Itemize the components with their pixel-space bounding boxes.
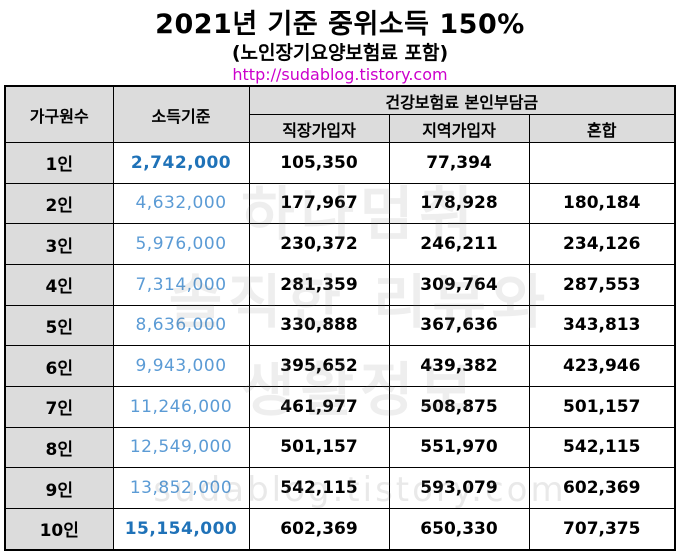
income-cell: 7,314,000 — [112, 263, 250, 306]
income-cell: 4,632,000 — [112, 182, 250, 225]
table-body: 1인 2,742,000 105,350 77,394 2인 4,632,000 177,9… — [4, 142, 676, 551]
income-cell: 2,742,000 — [112, 142, 250, 184]
employee-premium-cell: 281,359 — [248, 263, 390, 306]
blog-url-link[interactable]: http://sudablog.tistory.com — [232, 65, 448, 84]
table-row: 1인 2,742,000 105,350 77,394 — [4, 142, 676, 184]
mixed-premium-cell: 343,813 — [528, 304, 676, 347]
header-mixed: 혼합 — [528, 114, 676, 143]
mixed-premium-cell: 707,375 — [528, 507, 676, 551]
income-cell: 11,246,000 — [112, 385, 250, 428]
table-row: 2인 4,632,000 177,967 178,928 180,184 — [4, 182, 676, 225]
regional-premium-cell: 178,928 — [388, 182, 530, 225]
table-row: 6인 9,943,000 395,652 439,382 423,946 — [4, 345, 676, 387]
regional-premium-cell: 508,875 — [388, 385, 530, 428]
table-row: 3인 5,976,000 230,372 246,211 234,126 — [4, 223, 676, 265]
header-income: 소득기준 — [112, 85, 250, 143]
premium-table: 가구원수 소득기준 건강보험료 본인부담금 직장가입자 지역가입자 혼합 1인 2… — [4, 85, 677, 551]
regional-premium-cell: 650,330 — [388, 507, 530, 551]
household-cell: 2인 — [4, 182, 114, 225]
household-cell: 6인 — [4, 345, 114, 387]
mixed-premium-cell: 542,115 — [528, 426, 676, 469]
header-household: 가구원수 — [4, 85, 114, 143]
employee-premium-cell: 461,977 — [248, 385, 390, 428]
mixed-premium-cell: 234,126 — [528, 223, 676, 265]
household-cell: 9인 — [4, 467, 114, 509]
mixed-premium-cell: 180,184 — [528, 182, 676, 225]
household-cell: 4인 — [4, 263, 114, 306]
household-cell: 7인 — [4, 385, 114, 428]
employee-premium-cell: 105,350 — [248, 142, 390, 184]
page-subtitle: (노인장기요양보험료 포함) — [231, 42, 449, 64]
employee-premium-cell: 542,115 — [248, 467, 390, 509]
table-row: 5인 8,636,000 330,888 367,636 343,813 — [4, 304, 676, 347]
employee-premium-cell: 395,652 — [248, 345, 390, 387]
header-regional: 지역가입자 — [388, 114, 530, 143]
household-cell: 1인 — [4, 142, 114, 184]
household-cell: 10인 — [4, 507, 114, 551]
mixed-premium-cell: 287,553 — [528, 263, 676, 306]
table-row: 4인 7,314,000 281,359 309,764 287,553 — [4, 263, 676, 306]
income-cell: 13,852,000 — [112, 467, 250, 509]
table-row: 9인 13,852,000 542,115 593,079 602,369 — [4, 467, 676, 509]
employee-premium-cell: 602,369 — [248, 507, 390, 551]
table-row: 7인 11,246,000 461,977 508,875 501,157 — [4, 385, 676, 428]
employee-premium-cell: 501,157 — [248, 426, 390, 469]
income-cell: 8,636,000 — [112, 304, 250, 347]
regional-premium-cell: 246,211 — [388, 223, 530, 265]
income-cell: 12,549,000 — [112, 426, 250, 469]
employee-premium-cell: 230,372 — [248, 223, 390, 265]
income-cell: 5,976,000 — [112, 223, 250, 265]
household-cell: 5인 — [4, 304, 114, 347]
employee-premium-cell: 177,967 — [248, 182, 390, 225]
income-cell: 9,943,000 — [112, 345, 250, 387]
employee-premium-cell: 330,888 — [248, 304, 390, 347]
header-premium-group: 건강보험료 본인부담금 — [248, 85, 676, 115]
mixed-premium-cell: 602,369 — [528, 467, 676, 509]
table-row: 8인 12,549,000 501,157 551,970 542,115 — [4, 426, 676, 469]
income-cell: 15,154,000 — [112, 507, 250, 551]
household-cell: 3인 — [4, 223, 114, 265]
header-employee: 직장가입자 — [248, 114, 390, 143]
mixed-premium-cell: 501,157 — [528, 385, 676, 428]
mixed-premium-cell — [528, 142, 676, 184]
regional-premium-cell: 593,079 — [388, 467, 530, 509]
page-title: 2021년 기준 중위소득 150% — [155, 9, 525, 40]
regional-premium-cell: 77,394 — [388, 142, 530, 184]
regional-premium-cell: 309,764 — [388, 263, 530, 306]
mixed-premium-cell: 423,946 — [528, 345, 676, 387]
regional-premium-cell: 551,970 — [388, 426, 530, 469]
regional-premium-cell: 439,382 — [388, 345, 530, 387]
table-row: 10인 15,154,000 602,369 650,330 707,375 — [4, 507, 676, 551]
household-cell: 8인 — [4, 426, 114, 469]
regional-premium-cell: 367,636 — [388, 304, 530, 347]
